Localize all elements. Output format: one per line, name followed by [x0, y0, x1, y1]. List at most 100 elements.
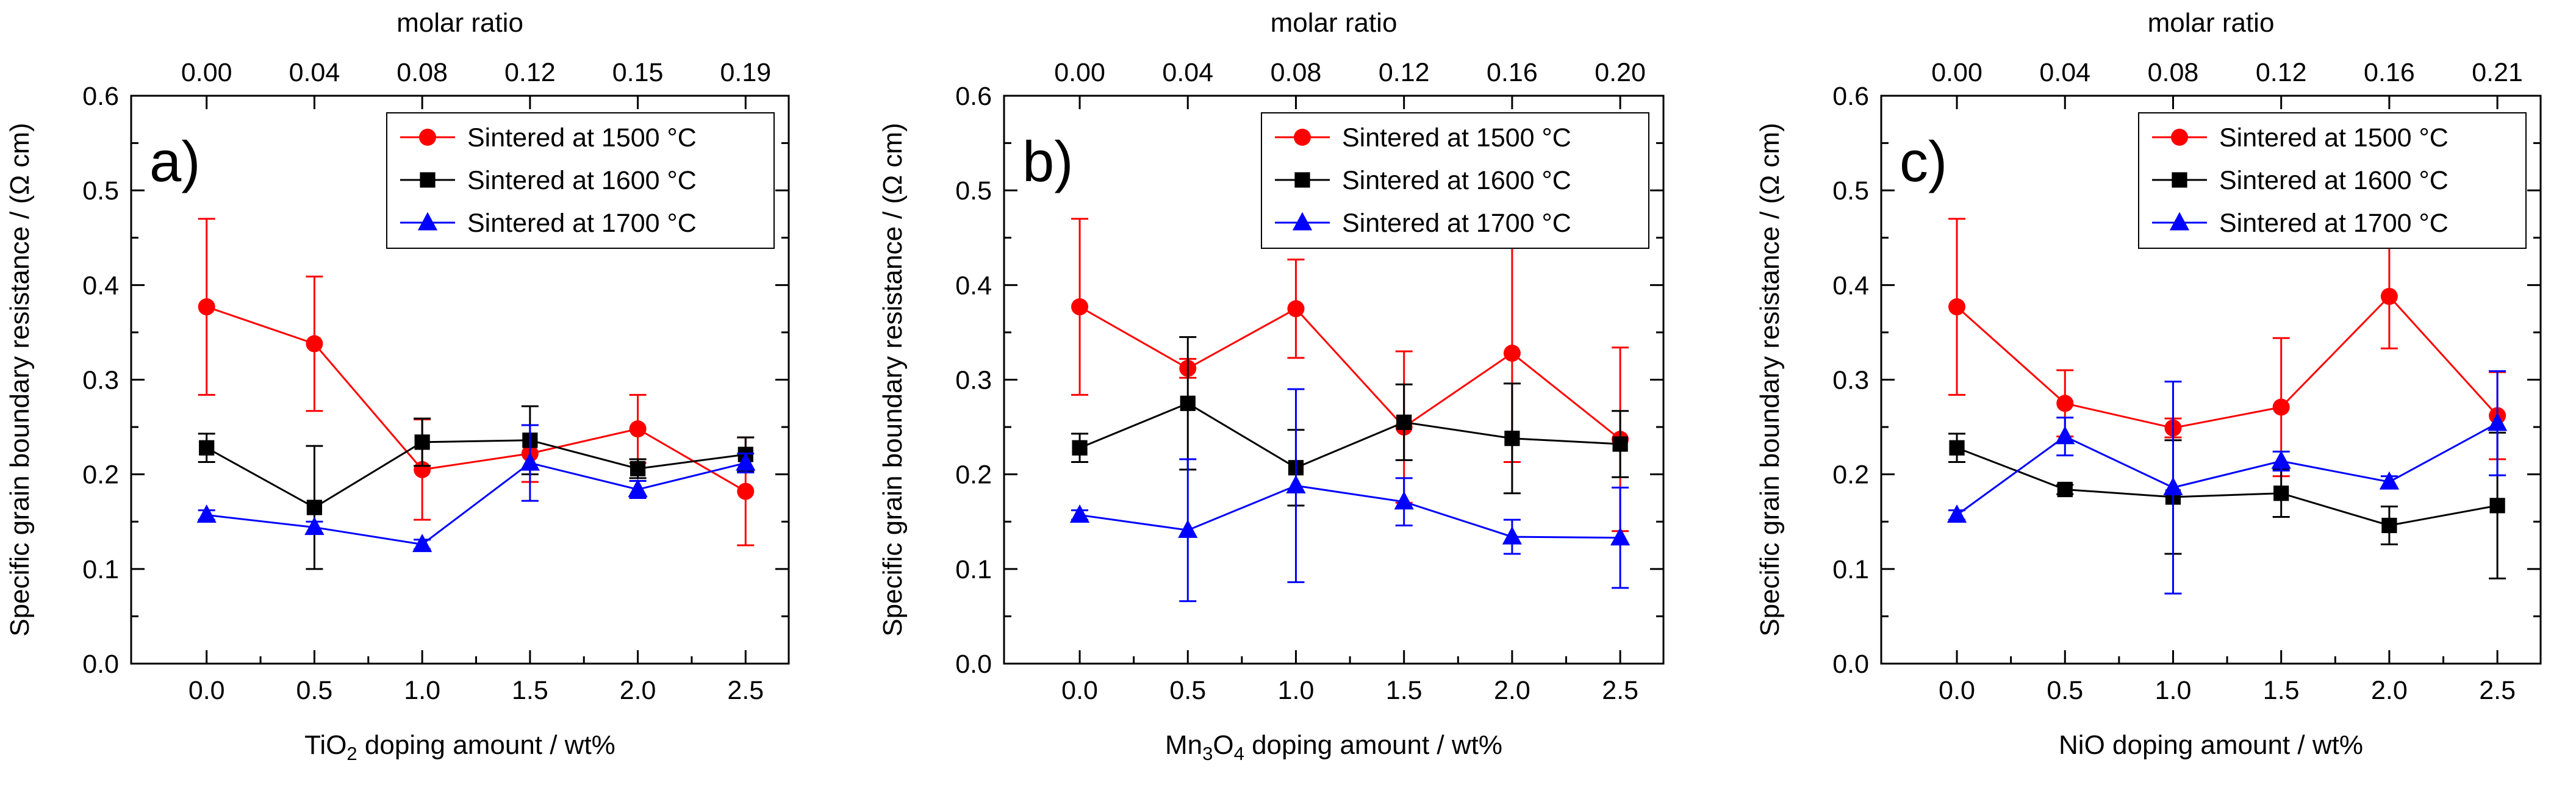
y-tick-label: 0.2 — [82, 461, 119, 490]
top-axis-title: molar ratio — [2148, 8, 2275, 38]
x-tick-label: 0.5 — [296, 676, 333, 705]
legend: Sintered at 1500 °C Sintered at 1600 °C Si… — [386, 112, 775, 249]
top-axis-title: molar ratio — [1271, 8, 1397, 38]
y-tick-label: 0.0 — [955, 650, 992, 679]
data-point-square — [630, 461, 646, 476]
top-x-tick-label: 0.16 — [2364, 58, 2415, 87]
panel-label: c) — [1900, 129, 1947, 193]
series-3 — [1069, 388, 1631, 603]
data-point-square — [2381, 517, 2397, 534]
x-axis-title-subscript: 3 — [1202, 743, 1213, 764]
data-point-triangle — [1394, 491, 1414, 510]
legend-entry: Sintered at 1700 °C — [467, 209, 697, 238]
top-x-tick-label: 0.12 — [1379, 58, 1430, 87]
top-x-tick-label: 0.08 — [1271, 58, 1322, 87]
data-point-circle — [1503, 345, 1521, 362]
x-tick-label: 1.5 — [2263, 676, 2300, 705]
legend-marker-square — [1294, 172, 1310, 188]
top-x-tick-label: 0.04 — [289, 58, 340, 87]
data-point-circle — [1071, 298, 1089, 316]
legend-marker-square — [2172, 172, 2187, 188]
data-point-square — [1180, 395, 1196, 411]
series-1 — [1071, 218, 1629, 532]
data-point-circle — [198, 298, 215, 316]
data-point-circle — [2272, 398, 2290, 416]
x-tick-label: 2.5 — [2479, 676, 2516, 705]
legend-marker-triangle — [2169, 212, 2190, 231]
data-point-triangle — [2271, 450, 2291, 469]
x-axis-title-part: doping amount / wt% — [357, 730, 615, 760]
x-axis-title-part: doping amount / wt% — [1244, 730, 1502, 760]
y-tick-label: 0.3 — [955, 366, 992, 395]
series-line — [1079, 484, 1621, 539]
top-x-tick-label: 0.04 — [1162, 58, 1213, 87]
series-3 — [1946, 370, 2508, 595]
series-1 — [1948, 218, 2506, 478]
y-axis-title: Specific grain boundary resistance / (Ω … — [878, 123, 908, 636]
legend-entry: Sintered at 1700 °C — [2219, 209, 2449, 238]
legend-entry: Sintered at 1600 °C — [1342, 166, 1571, 195]
series-line — [206, 306, 747, 492]
y-tick-label: 0.2 — [955, 461, 992, 490]
data-point-triangle — [1946, 504, 1967, 523]
legend-entry: Sintered at 1500 °C — [2219, 123, 2449, 152]
data-point-circle — [629, 420, 647, 438]
top-x-tick-label: 0.12 — [2256, 58, 2307, 87]
data-point-triangle — [1502, 526, 1523, 545]
x-tick-label: 1.5 — [1386, 676, 1423, 705]
data-point-triangle — [520, 452, 540, 471]
panel-label: a) — [149, 129, 201, 193]
series-2 — [1948, 431, 2506, 579]
series-line — [206, 439, 746, 509]
data-point-triangle — [736, 452, 756, 471]
x-tick-label: 1.0 — [404, 676, 440, 705]
y-tick-label: 0.2 — [1832, 461, 1869, 490]
data-point-square — [1072, 440, 1088, 456]
data-point-triangle — [2488, 412, 2508, 431]
chart-panel-2: 0.0 0.1 0.2 0.3 0.4 0.5 0.6 0.0 0.00 0.5 0.04 1.0 0.… — [878, 8, 1665, 764]
data-point-circle — [1287, 300, 1305, 318]
series-2 — [1071, 336, 1629, 507]
x-tick-label: 0.5 — [2047, 676, 2083, 705]
top-x-tick-label: 0.19 — [720, 58, 771, 87]
data-point-triangle — [1286, 475, 1306, 493]
top-x-tick-label: 0.21 — [2472, 58, 2523, 87]
x-tick-label: 1.5 — [512, 676, 548, 705]
y-tick-label: 0.4 — [1832, 271, 1869, 300]
x-axis-title-part: O — [1213, 730, 1233, 760]
x-tick-label: 2.0 — [2371, 676, 2408, 705]
y-axis-title: Specific grain boundary resistance / (Ω … — [1755, 123, 1785, 636]
panel-label: b) — [1022, 129, 1074, 193]
chart-panel-3: 0.0 0.1 0.2 0.3 0.4 0.5 0.6 0.0 0.00 0.5 0.04 1.0 0.… — [1755, 8, 2542, 760]
x-tick-label: 0.0 — [1939, 676, 1975, 705]
series-3 — [196, 424, 756, 553]
legend: Sintered at 1500 °C Sintered at 1600 °C Si… — [2138, 112, 2527, 249]
series-1 — [198, 218, 755, 547]
x-axis-title: Mn3O4 doping amount / wt% — [1165, 730, 1502, 764]
legend-entry: Sintered at 1500 °C — [467, 123, 697, 152]
data-point-square — [1504, 431, 1520, 446]
y-tick-label: 0.3 — [1832, 366, 1869, 395]
data-point-triangle — [304, 517, 325, 536]
x-tick-label: 2.5 — [1602, 676, 1638, 705]
x-tick-label: 2.0 — [620, 676, 656, 705]
legend-marker-triangle — [1292, 212, 1313, 231]
legend: Sintered at 1500 °C Sintered at 1600 °C Si… — [1261, 112, 1649, 249]
top-axis-title: molar ratio — [396, 8, 523, 38]
legend-marker-circle — [419, 129, 436, 146]
y-tick-label: 0.0 — [82, 650, 119, 679]
data-point-triangle — [2379, 471, 2400, 490]
series-line — [1956, 295, 2499, 429]
x-axis-title-part: TiO — [304, 730, 346, 760]
chart-panel-1: 0.0 0.1 0.2 0.3 0.4 0.5 0.6 0.0 0.00 0.5 0.04 1.0 0.… — [5, 8, 790, 764]
data-point-circle — [1948, 298, 1966, 316]
data-point-square — [2057, 481, 2073, 498]
x-axis-title: NiO doping amount / wt% — [2059, 730, 2363, 760]
data-point-circle — [306, 335, 323, 353]
y-tick-label: 0.1 — [955, 555, 992, 584]
x-axis-title: TiO2 doping amount / wt% — [304, 730, 615, 764]
data-point-square — [306, 500, 323, 515]
data-point-triangle — [2055, 426, 2075, 445]
y-tick-label: 0.5 — [1832, 176, 1869, 206]
